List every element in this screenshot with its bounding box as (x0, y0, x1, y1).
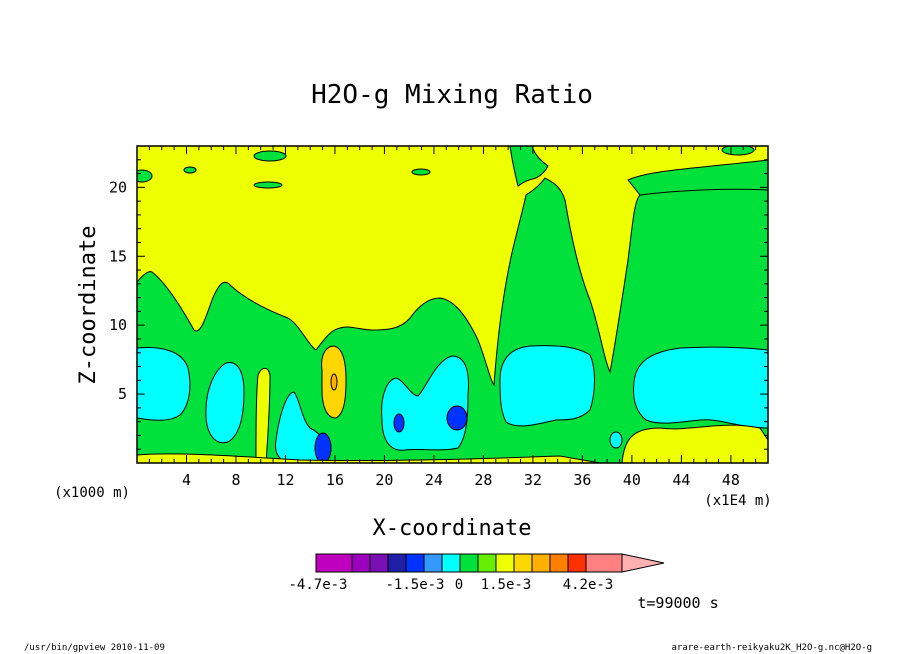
y-tick-label: 10 (109, 316, 127, 334)
colorbar-tick-label: -4.7e-3 (288, 577, 347, 593)
x-tick-label: 48 (722, 471, 740, 489)
y-axis-ticks: 5 10 15 20 (109, 159, 768, 450)
x-tick-label: 4 (182, 471, 191, 489)
colorbar-cell (315, 553, 353, 573)
colorbar-cell (585, 553, 623, 573)
x-tick-label: 40 (623, 471, 641, 489)
footer-left: /usr/bin/gpview 2010-11-09 (24, 643, 165, 653)
region-yellow-bottom-left (137, 453, 601, 463)
region-cyan-left (137, 347, 191, 421)
colorbar-cell (351, 553, 371, 573)
island-green-6 (721, 146, 755, 156)
colorbar-cell (369, 553, 389, 573)
colorbar-cell (531, 553, 551, 573)
region-cyan-31-36 (499, 345, 595, 427)
x-tick-label: 12 (276, 471, 294, 489)
region-yellow-bottom-right (621, 424, 768, 463)
x-tick-label: 24 (425, 471, 443, 489)
core-blue-21 (393, 413, 405, 433)
x-tick-label: 20 (375, 471, 393, 489)
x-tick-label: 8 (231, 471, 240, 489)
region-cyan-8 (205, 362, 245, 444)
island-green-2 (253, 150, 287, 162)
colorbar-cell (387, 553, 407, 573)
island-cyan-38 (609, 431, 623, 449)
colorbar-cell (441, 553, 461, 573)
colorbar-labels: -4.7e-3 -1.5e-3 0 1.5e-3 4.2e-3 (288, 577, 613, 593)
core-blue-15 (314, 432, 332, 463)
x-tick-label: 44 (672, 471, 690, 489)
time-label: t=99000 s (637, 594, 718, 612)
colorbar-tick-label: 4.2e-3 (563, 577, 614, 593)
y-tick-label: 15 (109, 247, 127, 265)
colorbar-cell (549, 553, 569, 573)
colorbar-cell (423, 553, 443, 573)
x-tick-label: 16 (326, 471, 344, 489)
plot-frame (136, 145, 769, 464)
colorbar-cell (459, 553, 479, 573)
island-green-5 (411, 168, 431, 176)
x-tick-label: 32 (524, 471, 542, 489)
colorbar-extend-arrow (621, 553, 665, 573)
region-orange-core-16 (330, 373, 338, 391)
colorbar (315, 553, 665, 573)
colorbar-tick-label: 0 (455, 577, 463, 593)
y-unit-note: (x1000 m) (54, 485, 130, 501)
x-tick-label: 28 (474, 471, 492, 489)
colorbar-cell (405, 553, 425, 573)
island-green-4 (183, 166, 197, 174)
x-unit-note: (x1E4 m) (704, 493, 771, 509)
x-axis-ticks: 4 8 12 16 20 24 28 32 36 40 44 48 (148, 146, 757, 489)
core-blue-26 (446, 405, 468, 431)
region-yellow-strip-10 (255, 367, 271, 463)
region-green-main (137, 177, 768, 463)
region-cyan-right (633, 346, 768, 429)
island-green-1 (137, 169, 153, 183)
colorbar-cell (513, 553, 533, 573)
region-green-top-right (627, 159, 768, 196)
colorbar-cell (495, 553, 515, 573)
y-tick-label: 5 (118, 385, 127, 403)
colorbar-cell (477, 553, 497, 573)
colorbar-tick-label: 1.5e-3 (481, 577, 532, 593)
x-axis-label: X-coordinate (373, 516, 532, 541)
colorbar-tick-label: -1.5e-3 (385, 577, 444, 593)
y-tick-label: 20 (109, 178, 127, 196)
x-tick-label: 36 (573, 471, 591, 489)
island-green-3 (253, 181, 283, 189)
y-axis-label: Z-coordinate (76, 226, 101, 385)
footer-right: arare-earth-reikyaku2K_H2O-g.nc@H2O-g (672, 643, 872, 653)
region-green-plume-top (509, 146, 549, 187)
contour-field (137, 146, 768, 463)
colorbar-cell (567, 553, 587, 573)
chart-title: H2O-g Mixing Ratio (311, 80, 593, 110)
